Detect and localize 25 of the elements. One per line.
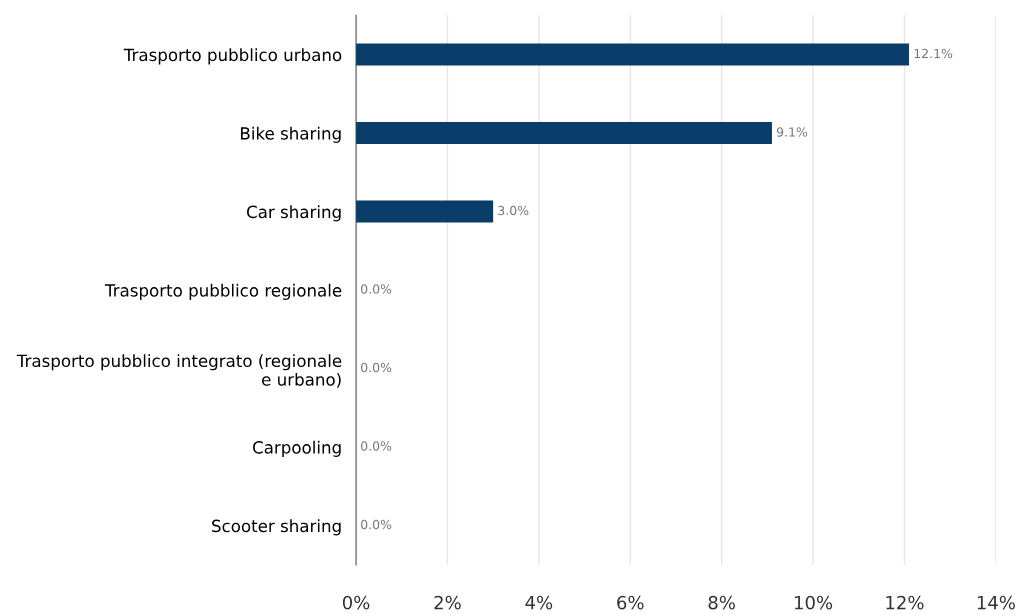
x-tick-label: 4% [525,595,553,610]
y-tick-label: Trasporto pubblico urbano [123,48,342,65]
data-label: 0.0% [361,284,392,294]
x-tick-label: 0% [342,595,370,610]
bar [356,43,910,66]
y-tick-label: Carpooling [253,440,341,457]
data-label: 3.0% [498,205,529,216]
data-label: 9.1% [776,127,808,137]
x-tick-label: 12% [886,595,924,610]
x-tick-label: 8% [708,595,735,610]
data-label: 0.0% [361,519,392,530]
bar [356,200,494,223]
y-tick-label: Trasporto pubblico regionale [104,283,342,300]
x-tick-label: 10% [794,595,833,610]
x-tick-label: 6% [617,595,644,610]
y-tick-label: Scooter sharing [212,519,341,536]
x-tick-label: 2% [434,595,461,610]
y-tick-label: Bike sharing [241,126,341,143]
bar [356,122,772,145]
data-label: 0.0% [361,441,392,451]
data-label: 12.1% [914,48,953,59]
y-tick-label: Trasporto pubblico integrato (regionale e urbano) [16,354,342,388]
y-tick-label: Car sharing [247,205,341,222]
data-label: 0.0% [361,362,392,373]
x-tick-label: 14% [977,595,1015,610]
